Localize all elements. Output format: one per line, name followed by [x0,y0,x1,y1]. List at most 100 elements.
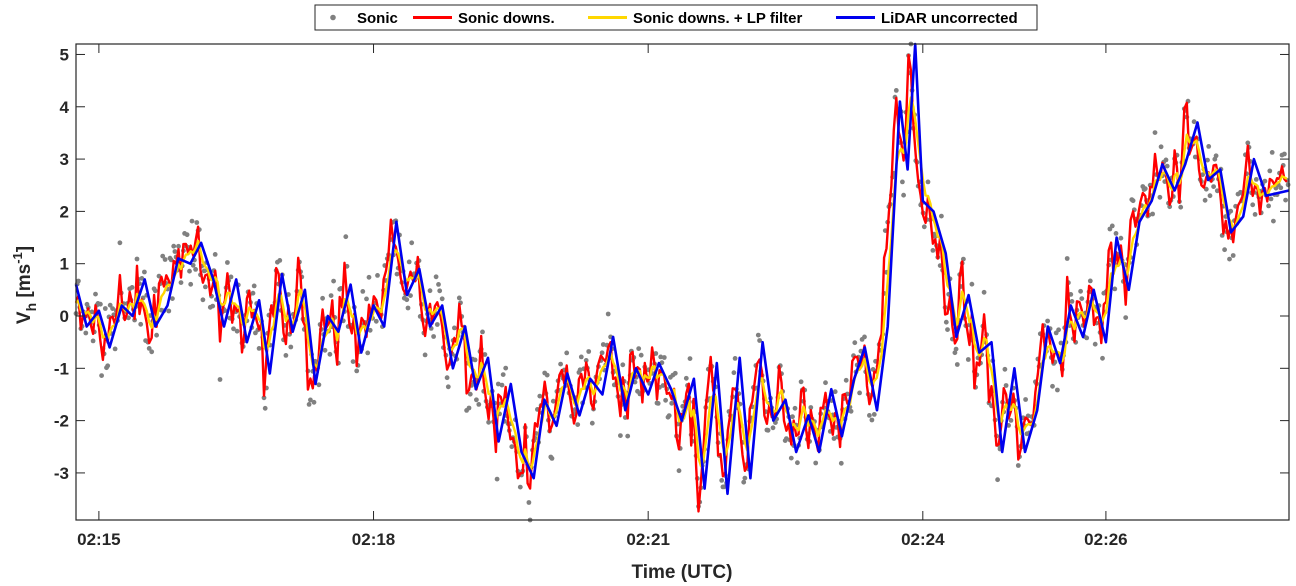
sonic-point [1203,186,1209,192]
sonic-point [1008,418,1014,423]
sonic-point [439,296,445,302]
sonic-point [1118,235,1124,241]
sonic-point [472,357,478,363]
y-tick-label: -2 [54,412,69,431]
sonic-point [852,340,858,346]
sonic-point [1206,144,1212,149]
sonic-point [676,468,682,474]
sonic-point [1056,327,1061,333]
sonic-point [1069,299,1075,304]
sonic-point [105,363,111,369]
sonic-point [731,370,737,376]
sonic-point [732,356,738,361]
y-axis-label-sub: h [23,303,39,312]
axis-ticks: -3 -2 -1 0 1 2 3 4 5 02:15 02:18 02:21 02:24 02:26 [54,44,1289,549]
sonic-point [1167,204,1173,210]
sonic-point [1227,256,1232,262]
sonic-point [134,256,140,262]
sonic-point [203,284,208,290]
sonic-point [162,257,168,262]
sonic-point [1266,203,1271,209]
sonic-point [1228,208,1234,214]
sonic-point [784,436,789,441]
sonic-point [434,322,440,327]
sonic-point [550,398,556,404]
sonic-point [194,220,200,225]
sonic-point [1202,197,1208,203]
y-tick-label: 0 [60,307,69,326]
sonic-point [1002,366,1008,372]
sonic-point [1178,204,1184,210]
sonic-point [1192,154,1198,160]
sonic-point [1130,198,1136,204]
x-tick-label: 02:24 [901,530,945,549]
sonic-point [170,296,175,301]
sonic-point [1205,157,1210,163]
sonic-point [1055,387,1060,393]
sonic-point [146,346,152,351]
sonic-point [142,269,147,275]
sonic-point [476,402,482,407]
sonic-point [1253,177,1259,182]
sonic-point [945,327,950,332]
sonic-point [231,326,236,332]
series-lidar-line [74,42,1290,496]
sonic-point [102,306,108,311]
series-sonic-downs-line [74,53,1288,513]
sonic-point [1158,144,1164,150]
sonic-point [250,290,256,296]
sonic-point [1109,223,1115,229]
sonic-point [741,479,747,485]
sonic-point [480,329,485,335]
sonic-point [331,278,336,284]
sonic-point [901,192,906,198]
sonic-point [1157,194,1163,200]
x-tick-label: 02:15 [77,530,120,549]
sonic-point [687,356,693,361]
sonic-point [500,372,506,377]
sonic-point [201,268,207,274]
sonic-point [1087,278,1093,284]
sonic-point [375,273,380,278]
sonic-point [99,373,104,378]
sonic-point [943,319,949,325]
sonic-point [456,295,462,301]
sonic-point [189,218,195,224]
sonic-point [308,397,313,403]
sonic-point [1268,196,1274,202]
sonic-point [965,357,971,362]
sonic-point [1142,186,1148,192]
sonic-point [831,436,837,441]
sonic-point [558,361,563,367]
sonic-point [76,278,81,284]
sonic-point [217,377,223,382]
sonic-point [1200,172,1205,178]
y-tick-label: -3 [54,464,69,483]
sonic-point [517,484,523,490]
sonic-point [1250,202,1256,208]
sonic-point [431,334,436,339]
sonic-point [210,303,216,309]
sonic-point [1230,253,1236,258]
sonic-point [1271,218,1276,224]
sonic-point [495,381,501,387]
sonic-point [482,352,488,357]
sonic-point [605,311,611,317]
sonic-point [583,358,589,363]
sonic-point [1211,184,1216,190]
sonic-point [1214,188,1220,194]
sonic-point [328,293,334,298]
sonic-point [1113,231,1119,236]
sonic-point [154,332,160,338]
sonic-point [575,422,581,427]
sonic-point [172,249,178,254]
legend: Sonic Sonic downs. Sonic downs. + LP fil… [314,4,1038,31]
sonic-point [343,234,349,240]
sonic-point [98,301,103,307]
sonic-point [832,389,838,395]
sonic-point [721,484,727,490]
sonic-point [544,372,550,378]
legend-label-sonic-lp: Sonic downs. + LP filter [633,10,802,27]
sonic-point [862,334,867,340]
sonic-point [925,179,931,185]
